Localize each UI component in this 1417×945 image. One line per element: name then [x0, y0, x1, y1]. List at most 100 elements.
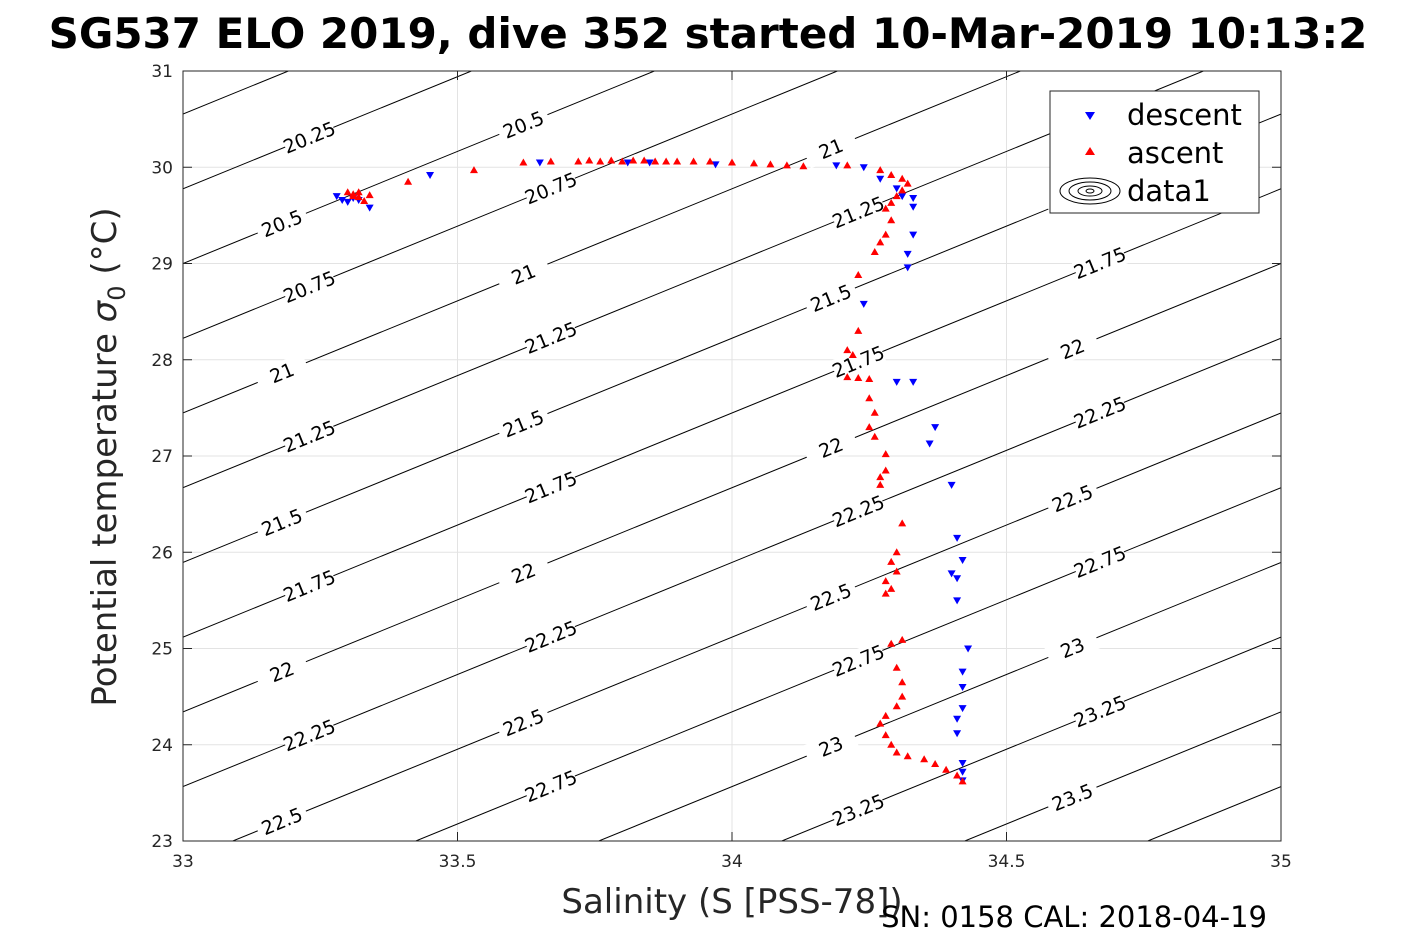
ascent-point	[887, 584, 896, 592]
isopycnal-label-bg	[522, 466, 580, 507]
ascent-point	[585, 156, 594, 164]
ascent-point	[876, 473, 885, 481]
isopycnal-label-bg	[802, 128, 860, 169]
ascent-point	[903, 179, 912, 187]
descent-point	[859, 300, 868, 308]
axis-ticks: 33 33.5 34 34.5 35 23 24 25 26 27 28 29 30 31	[151, 62, 1291, 872]
descent-point	[953, 534, 962, 542]
descent-point	[953, 715, 962, 723]
legend-data1-label: data1	[1127, 174, 1211, 208]
ascent-point	[881, 589, 890, 597]
descent-point	[892, 185, 901, 193]
ascent-point	[706, 157, 715, 165]
y-tick-label: 24	[151, 736, 173, 756]
ascent-point	[865, 394, 874, 402]
ascent-point	[920, 755, 929, 763]
y-tick-label: 30	[151, 158, 173, 178]
isopycnal-label-bg	[1044, 627, 1101, 668]
ascent-point	[887, 740, 896, 748]
y-tick-label: 26	[151, 543, 173, 563]
isopycnal-label-bg	[281, 266, 338, 307]
descent-point	[958, 684, 967, 691]
isopycnal-label-bg	[522, 317, 580, 358]
isopycnal-label-bg	[281, 416, 338, 457]
ascent-point	[953, 771, 962, 779]
y-axis-label: Potential temperature σ0 (°C)	[85, 207, 131, 706]
y-tick-label: 27	[151, 447, 173, 467]
ascent-point	[887, 557, 896, 565]
ascent-point	[749, 159, 758, 167]
ascent-point	[958, 777, 967, 785]
data-markers	[332, 156, 973, 785]
y-tick-label: 29	[151, 255, 173, 275]
ascent-point	[782, 161, 791, 169]
legend-descent-marker	[1085, 112, 1095, 120]
ascent-point	[574, 157, 583, 165]
descent-point	[909, 378, 918, 386]
isopycnal-label-bg	[1044, 328, 1101, 369]
descent-point	[332, 193, 341, 201]
ascent-point	[854, 326, 863, 334]
isopycnal-label-bg	[495, 702, 552, 743]
isopycnal-line	[232, 412, 1281, 841]
ascent-point	[404, 177, 413, 185]
ascent-point	[887, 170, 896, 178]
isopycnal-label-bg	[830, 789, 887, 830]
isopycnal-label-bg	[253, 800, 311, 841]
x-tick-label: 33.5	[439, 852, 477, 872]
isopycnal-label-bg	[281, 715, 338, 756]
ascent-point	[876, 719, 885, 727]
series-descent	[332, 159, 973, 785]
descent-point	[535, 159, 544, 167]
descent-point	[958, 768, 967, 776]
ascent-point	[607, 156, 616, 164]
ascent-point	[898, 186, 907, 194]
isopycnal-label-bg	[1044, 478, 1101, 519]
isopycnal-line	[183, 71, 1021, 414]
x-axis-label: Salinity (S [PSS-78])	[561, 882, 902, 922]
x-tick-label: 34	[721, 852, 743, 872]
ascent-point	[903, 752, 912, 760]
ascent-point	[662, 157, 671, 165]
x-tick-label: 34.5	[988, 852, 1026, 872]
ascent-point	[881, 577, 890, 585]
ascent-point	[848, 350, 857, 358]
ascent-point	[865, 423, 874, 431]
ascent-point	[854, 271, 863, 279]
descent-point	[909, 231, 918, 239]
ascent-point	[854, 374, 863, 382]
descent-point	[925, 440, 934, 448]
ascent-point	[728, 158, 736, 166]
isopycnal-label-bg	[495, 552, 552, 593]
ascent-point	[892, 192, 901, 200]
ascent-point	[519, 158, 528, 166]
legend-ascent-marker	[1085, 147, 1095, 155]
ascent-point	[881, 731, 890, 739]
ascent-point	[881, 230, 890, 238]
isopycnal-label-bg	[1071, 691, 1129, 732]
descent-point	[343, 198, 352, 206]
descent-point	[909, 203, 918, 211]
legend: descent ascent data1	[1049, 90, 1260, 214]
descent-point	[931, 424, 940, 432]
ascent-point	[898, 692, 907, 700]
isopycnal-label-bg	[802, 277, 860, 318]
isopycnal-label-bg	[253, 651, 311, 692]
y-axis-label-main: Potential temperature	[85, 322, 125, 706]
isopycnal-label-bg	[830, 191, 887, 232]
y-tick-label: 25	[151, 640, 173, 660]
isopycnal-label-bg	[830, 490, 887, 531]
ascent-point	[343, 188, 352, 196]
y-axis-label-sub: 0	[103, 285, 131, 300]
ascent-point	[651, 157, 660, 165]
isopycnal-line	[964, 711, 1281, 841]
y-tick-label: 31	[151, 62, 173, 82]
ascent-point	[881, 204, 890, 212]
ascent-point	[843, 373, 852, 381]
ascent-point	[596, 157, 605, 165]
ascent-point	[881, 466, 890, 474]
ascent-point	[887, 198, 896, 206]
isopycnal-label-bg	[281, 565, 338, 606]
ascent-point	[799, 162, 808, 170]
